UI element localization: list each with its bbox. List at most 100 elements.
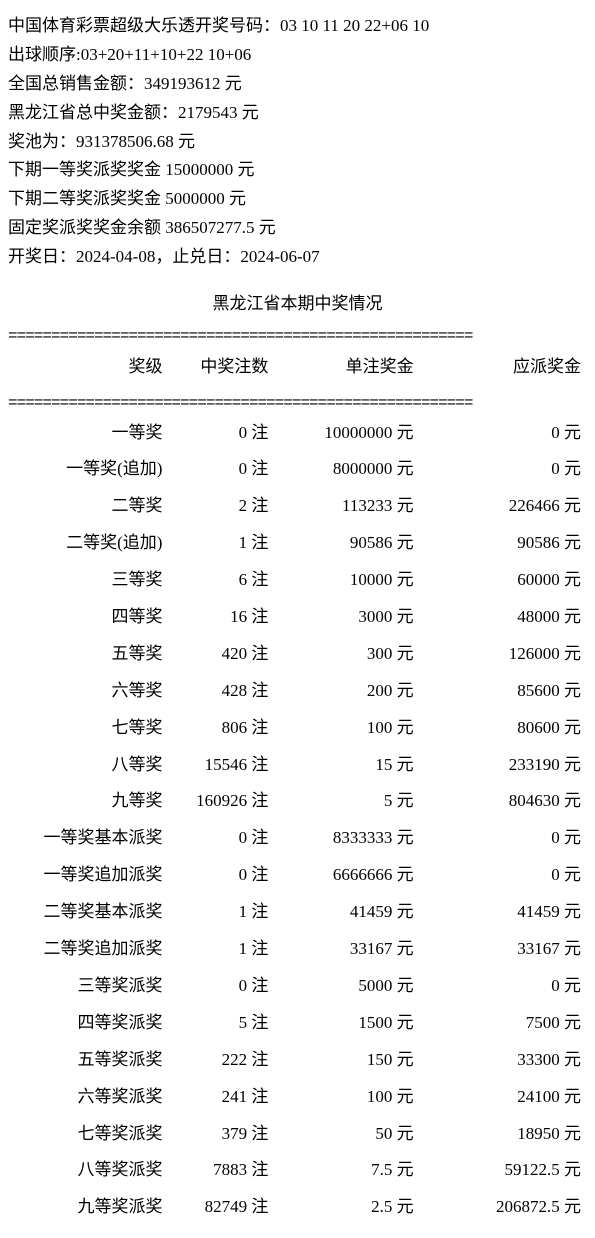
header-total: 应派奖金 — [416, 347, 587, 392]
cell-count: 0 — [168, 820, 270, 857]
table-row: 四等奖16300048000 — [8, 599, 587, 636]
cell-level: 五等奖派奖 — [8, 1042, 168, 1079]
draw-dates: 开奖日：2024-04-08，止兑日：2024-06-07 — [8, 243, 587, 272]
cell-unitprize: 10000 — [270, 562, 415, 599]
cell-count: 0 — [168, 415, 270, 452]
cell-level: 三等奖派奖 — [8, 968, 168, 1005]
cell-unitprize: 50 — [270, 1116, 415, 1153]
cell-level: 二等奖基本派奖 — [8, 894, 168, 931]
cell-level: 二等奖 — [8, 488, 168, 525]
cell-count: 222 — [168, 1042, 270, 1079]
table-row: 一等奖0100000000 — [8, 415, 587, 452]
cell-level: 二等奖追加派奖 — [8, 931, 168, 968]
winning-numbers: 中国体育彩票超级大乐透开奖号码：03 10 11 20 22+06 10 — [8, 12, 587, 41]
cell-count: 1 — [168, 525, 270, 562]
cell-total: 7500 — [416, 1005, 587, 1042]
cell-count: 5 — [168, 1005, 270, 1042]
table-row: 九等奖派奖827492.5206872.5 — [8, 1189, 587, 1226]
cell-count: 7883 — [168, 1152, 270, 1189]
draw-order: 出球顺序:03+20+11+10+22 10+06 — [8, 41, 587, 70]
cell-total: 0 — [416, 820, 587, 857]
cell-total: 233190 — [416, 747, 587, 784]
cell-unitprize: 90586 — [270, 525, 415, 562]
cell-unitprize: 200 — [270, 673, 415, 710]
cell-level: 七等奖 — [8, 710, 168, 747]
national-sales: 全国总销售金额：349193612 元 — [8, 70, 587, 99]
cell-unitprize: 100 — [270, 1079, 415, 1116]
table-row: 二等奖(追加)19058690586 — [8, 525, 587, 562]
table-row: 六等奖派奖24110024100 — [8, 1079, 587, 1116]
cell-total: 48000 — [416, 599, 587, 636]
cell-level: 八等奖 — [8, 747, 168, 784]
cell-unitprize: 15 — [270, 747, 415, 784]
cell-count: 0 — [168, 857, 270, 894]
header-count: 中奖注数 — [168, 347, 270, 392]
province-winnings: 黑龙江省总中奖金额：2179543 元 — [8, 99, 587, 128]
cell-unitprize: 150 — [270, 1042, 415, 1079]
cell-count: 16 — [168, 599, 270, 636]
cell-unitprize: 100 — [270, 710, 415, 747]
cell-count: 806 — [168, 710, 270, 747]
table-header-row: 奖级 中奖注数 单注奖金 应派奖金 — [8, 347, 587, 392]
cell-total: 80600 — [416, 710, 587, 747]
prize-pool: 奖池为：931378506.68 元 — [8, 128, 587, 157]
cell-unitprize: 33167 — [270, 931, 415, 968]
cell-total: 60000 — [416, 562, 587, 599]
table-row: 三等奖派奖050000 — [8, 968, 587, 1005]
table-row: 一等奖追加派奖066666660 — [8, 857, 587, 894]
cell-unitprize: 6666666 — [270, 857, 415, 894]
cell-total: 33167 — [416, 931, 587, 968]
section-title: 黑龙江省本期中奖情况 — [8, 290, 587, 319]
table-row: 四等奖派奖515007500 — [8, 1005, 587, 1042]
cell-total: 0 — [416, 857, 587, 894]
cell-unitprize: 1500 — [270, 1005, 415, 1042]
cell-level: 五等奖 — [8, 636, 168, 673]
cell-count: 0 — [168, 968, 270, 1005]
cell-level: 三等奖 — [8, 562, 168, 599]
cell-total: 0 — [416, 415, 587, 452]
cell-total: 804630 — [416, 783, 587, 820]
cell-total: 226466 — [416, 488, 587, 525]
cell-count: 6 — [168, 562, 270, 599]
cell-unitprize: 3000 — [270, 599, 415, 636]
cell-unitprize: 300 — [270, 636, 415, 673]
table-row: 七等奖80610080600 — [8, 710, 587, 747]
cell-total: 59122.5 — [416, 1152, 587, 1189]
table-row: 二等奖基本派奖14145941459 — [8, 894, 587, 931]
cell-count: 420 — [168, 636, 270, 673]
cell-count: 1 — [168, 894, 270, 931]
cell-count: 241 — [168, 1079, 270, 1116]
cell-level: 一等奖基本派奖 — [8, 820, 168, 857]
table-row: 三等奖61000060000 — [8, 562, 587, 599]
cell-total: 90586 — [416, 525, 587, 562]
table-row: 七等奖派奖3795018950 — [8, 1116, 587, 1153]
cell-level: 一等奖(追加) — [8, 451, 168, 488]
cell-count: 1 — [168, 931, 270, 968]
cell-unitprize: 41459 — [270, 894, 415, 931]
next-first-prize: 下期一等奖派奖奖金 15000000 元 — [8, 156, 587, 185]
table-row: 二等奖追加派奖13316733167 — [8, 931, 587, 968]
cell-count: 2 — [168, 488, 270, 525]
cell-count: 15546 — [168, 747, 270, 784]
cell-unitprize: 8000000 — [270, 451, 415, 488]
table-row: 五等奖派奖22215033300 — [8, 1042, 587, 1079]
table-row: 一等奖(追加)080000000 — [8, 451, 587, 488]
cell-unitprize: 7.5 — [270, 1152, 415, 1189]
cell-unitprize: 10000000 — [270, 415, 415, 452]
cell-count: 428 — [168, 673, 270, 710]
cell-level: 一等奖追加派奖 — [8, 857, 168, 894]
cell-total: 126000 — [416, 636, 587, 673]
cell-level: 六等奖 — [8, 673, 168, 710]
cell-level: 九等奖派奖 — [8, 1189, 168, 1226]
cell-count: 82749 — [168, 1189, 270, 1226]
cell-total: 0 — [416, 968, 587, 1005]
prize-table: 奖级 中奖注数 单注奖金 应派奖金 ======================… — [8, 347, 587, 1226]
cell-total: 85600 — [416, 673, 587, 710]
cell-level: 六等奖派奖 — [8, 1079, 168, 1116]
cell-unitprize: 5000 — [270, 968, 415, 1005]
cell-unitprize: 113233 — [270, 488, 415, 525]
table-row: 五等奖420300126000 — [8, 636, 587, 673]
cell-total: 0 — [416, 451, 587, 488]
cell-count: 0 — [168, 451, 270, 488]
cell-unitprize: 5 — [270, 783, 415, 820]
